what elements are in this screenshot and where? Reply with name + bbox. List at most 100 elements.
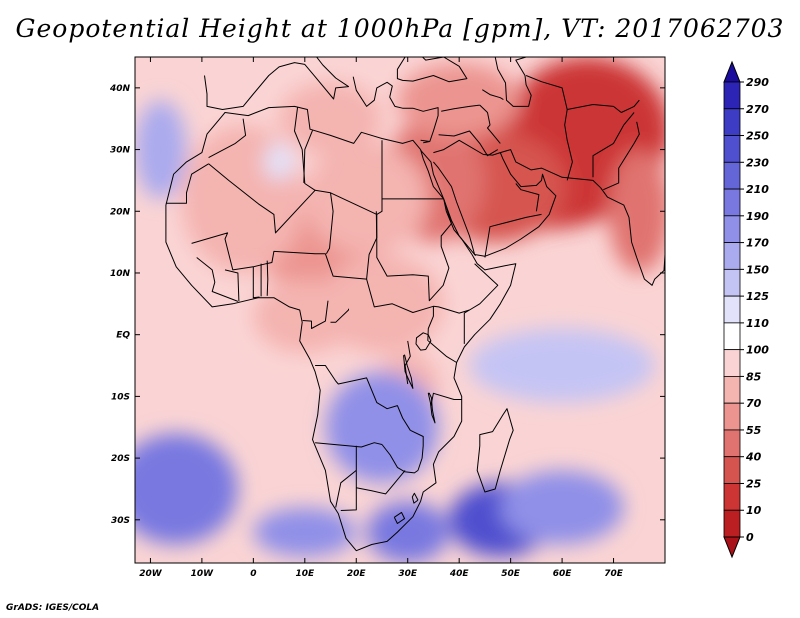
country-border [420, 139, 430, 142]
lat-tick-label: EQ [116, 331, 130, 341]
country-border [196, 257, 239, 302]
field-blob [469, 328, 655, 403]
country-border [165, 163, 209, 204]
caspian-outline [494, 57, 532, 107]
colorbar-box [723, 456, 741, 484]
country-border [484, 213, 542, 258]
country-border [592, 112, 635, 178]
lat-tick-label: 40N [109, 84, 131, 94]
field-blob [263, 143, 295, 181]
country-border [567, 99, 640, 113]
lon-tick-label: 60E [553, 569, 573, 579]
colorbar-label: 10 [746, 504, 762, 517]
country-border [208, 118, 247, 159]
country-border [463, 263, 499, 344]
field-blob [253, 279, 357, 354]
colorbar-box [723, 376, 741, 404]
arabia-coastline [433, 149, 665, 286]
colorbar-box [723, 402, 741, 431]
country-border [266, 260, 269, 296]
country-border [393, 511, 406, 524]
country-border [356, 470, 406, 495]
colorbar-label: 100 [746, 344, 769, 357]
colorbar-label: 250 [746, 130, 769, 143]
country-border [564, 109, 573, 181]
country-border [330, 308, 349, 323]
country-border [441, 104, 480, 112]
colorbar-box [723, 215, 741, 243]
field-blob [397, 63, 521, 138]
colorbar-box [723, 268, 741, 297]
lon-tick-label: 20E [347, 569, 367, 579]
colorbar: 2902702502302101901701501251101008570554… [723, 60, 769, 559]
africa-coastline [165, 105, 517, 552]
field-blob [608, 149, 665, 273]
country-border [325, 192, 334, 255]
lat-tick-label: 30S [111, 516, 130, 526]
country-border [381, 444, 419, 474]
colorbar-label: 70 [746, 397, 762, 410]
field-blob [135, 100, 187, 199]
lat-tick-label: 30N [110, 146, 131, 156]
field-blob [500, 470, 624, 545]
colorbar-box [723, 509, 741, 538]
colorbar-label: 170 [746, 237, 769, 250]
country-border [335, 470, 357, 508]
europe-coastline [204, 57, 349, 110]
colorbar-box [723, 322, 741, 351]
country-border [430, 392, 462, 406]
colorbar-box [723, 349, 741, 377]
country-border [315, 442, 383, 448]
country-border [482, 89, 504, 101]
field-blob [366, 501, 449, 563]
map-title: Geopotential Height at 1000hPa [gpm], VT… [15, 14, 785, 43]
colorbar-label: 0 [746, 531, 754, 544]
country-border [410, 429, 424, 471]
lon-tick-label: 10E [295, 569, 315, 579]
country-border [603, 121, 640, 191]
aegean-coastline [352, 76, 439, 144]
map-outlines [165, 57, 665, 552]
colorbar-label: 230 [746, 156, 769, 169]
height-field [135, 57, 665, 563]
field-blob [279, 81, 382, 156]
country-border [427, 306, 434, 341]
colorbar-label: 25 [746, 477, 762, 490]
country-border [375, 198, 452, 302]
country-border [224, 269, 240, 302]
colorbar-label: 190 [746, 210, 769, 223]
country-border [411, 492, 419, 504]
field-shading [135, 57, 665, 563]
colorbar-label: 290 [746, 76, 769, 89]
colorbar-label: 110 [746, 317, 769, 330]
country-border [525, 75, 568, 110]
colorbar-top-arrow [723, 60, 741, 83]
lon-tick-label: 10W [191, 569, 215, 579]
colorbar-label: 40 [745, 451, 762, 464]
country-border [433, 139, 501, 156]
country-border [301, 149, 316, 191]
colorbar-box [723, 135, 741, 163]
colorbar-label: 55 [746, 424, 762, 437]
colorbar-box [723, 242, 741, 270]
field-blob [135, 433, 238, 545]
country-border [479, 104, 501, 144]
colorbar-box [723, 81, 741, 110]
country-border [315, 365, 411, 431]
map-axes: 20W 10W 0 10E 20E 30E 40E 50E 60E 70E 40N 30N 20N 10N… [109, 57, 665, 579]
colorbar-box [723, 295, 741, 324]
country-border [302, 300, 329, 329]
country-border [404, 340, 411, 385]
colorbar-box [723, 483, 741, 511]
colorbar-box [723, 188, 741, 217]
colorbar-label: 270 [746, 103, 769, 116]
lat-tick-label: 10N [110, 269, 131, 279]
colorbar-label: 125 [746, 290, 769, 303]
field-blob [325, 371, 439, 483]
colorbar-box [723, 108, 741, 136]
lon-tick-label: 40E [449, 569, 470, 579]
lon-tick-label: 50E [501, 569, 521, 579]
field-blob [253, 507, 357, 557]
country-border [303, 130, 313, 183]
